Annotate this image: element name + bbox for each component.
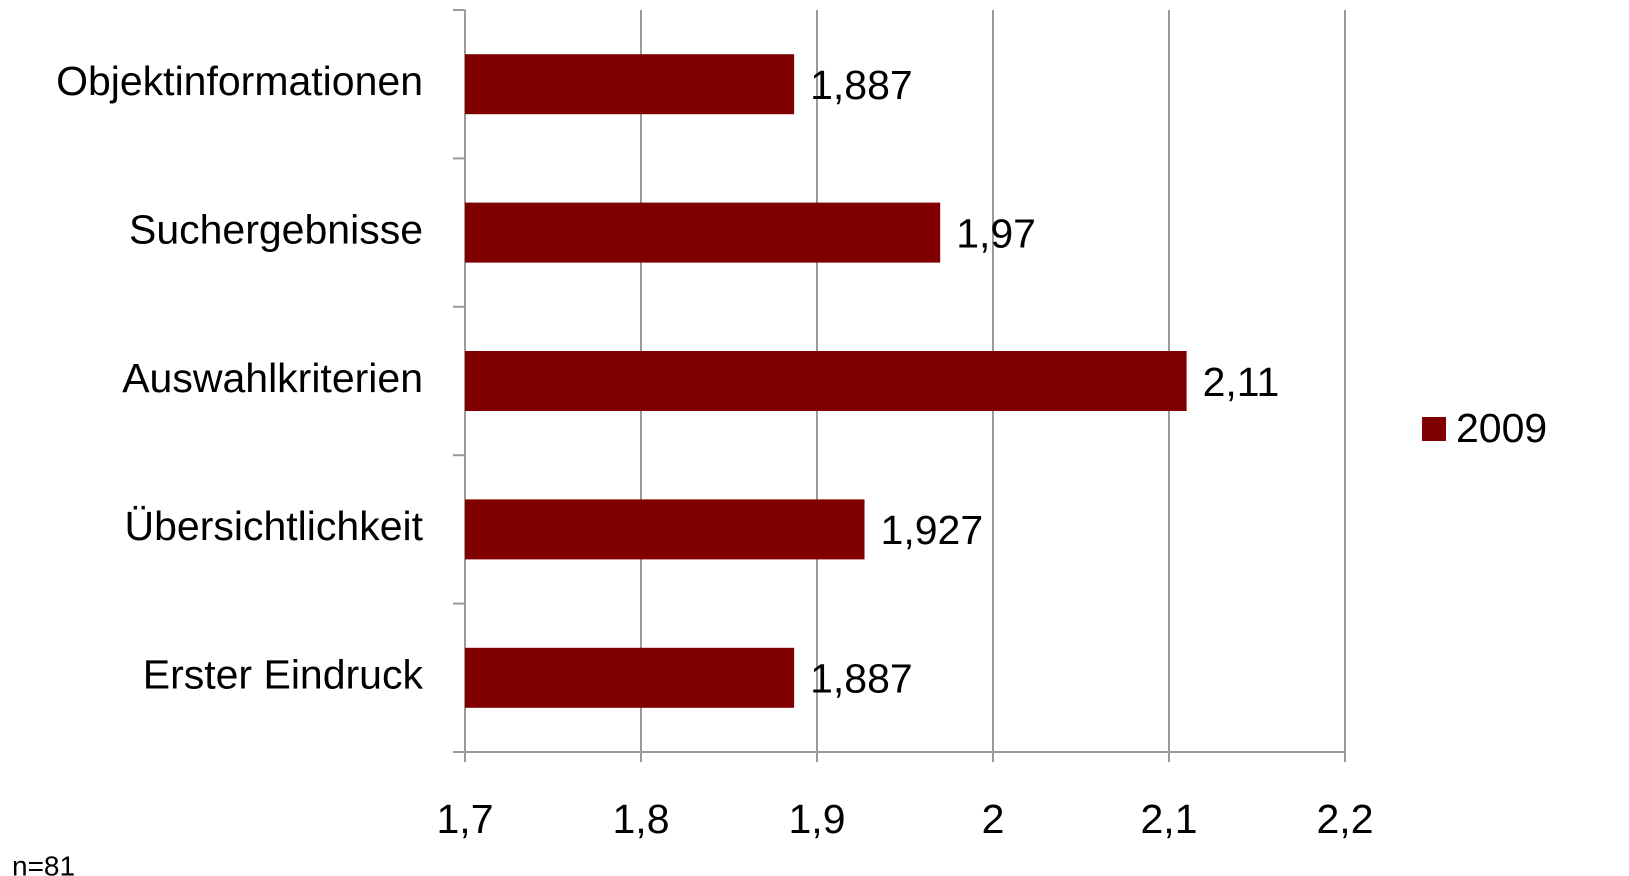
bar: [465, 499, 865, 560]
note: n=81: [12, 850, 75, 876]
data-label: 2,11: [1203, 359, 1280, 405]
y-tick-label: Objektinformationen: [56, 58, 423, 104]
data-label: 1,927: [881, 507, 984, 553]
y-tick-label: Erster Eindruck: [143, 652, 424, 698]
legend-label: 2009: [1456, 405, 1547, 451]
data-label: 1,887: [810, 62, 913, 108]
x-tick-label: 1,8: [613, 796, 670, 842]
data-label: 1,97: [956, 210, 1036, 256]
y-tick-label: Auswahlkriterien: [122, 355, 423, 401]
bar: [465, 202, 941, 263]
x-tick-label: 2,2: [1317, 796, 1374, 842]
x-tick-label: 2: [982, 796, 1005, 842]
bar: [465, 351, 1187, 411]
y-tick-label: Übersichtlichkeit: [125, 503, 424, 549]
bar: [465, 54, 795, 115]
bar: [465, 647, 795, 708]
x-tick-label: 1,9: [789, 796, 846, 842]
x-tick-label: 1,7: [437, 796, 494, 842]
x-tick-label: 2,1: [1141, 796, 1198, 842]
y-tick-label: Suchergebnisse: [129, 206, 423, 252]
data-label: 1,887: [810, 656, 913, 702]
legend-swatch: [1422, 417, 1446, 441]
